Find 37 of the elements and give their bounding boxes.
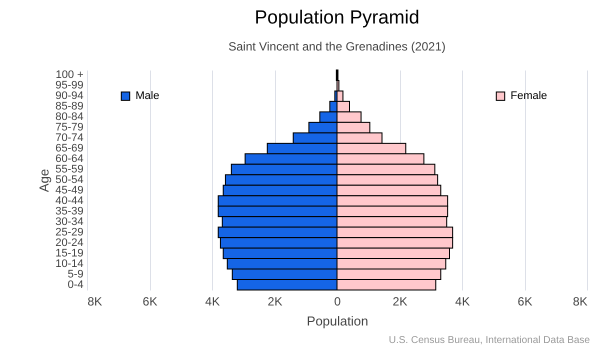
y-tick-label: 35-39 [55,205,84,218]
text: U.S. Census Bureau, International Data Base [388,335,590,346]
y-tick-label: 95-99 [55,80,84,92]
y-tick-label: 15-19 [55,247,84,260]
legend-label: Male [136,90,160,102]
y-tick-label: 30-34 [55,216,84,228]
chart-subtitle: Saint Vincent and the Grenadines (2021) [228,40,446,54]
x-tick-label: 8K [572,294,588,308]
y-tick-label: 60-64 [55,153,84,166]
y-tick-label: 80-84 [55,111,84,124]
y-tick-label: 75-79 [55,122,84,134]
x-axis-title: Population [306,314,368,328]
x-tick-label: 2K [392,294,408,308]
x-tick-label: 6K [518,294,532,308]
y-tick-label: 100 + [56,69,84,82]
x-tick-label: 6K [142,294,158,308]
chart-title: Population Pyramid [254,8,420,29]
legend-label: Female [510,90,548,102]
x-tick-label: 4K [455,294,470,308]
y-tick-label: 5-9 [68,268,84,280]
x-tick-label: 0 [334,294,342,308]
y-tick-label: 40-44 [55,194,84,207]
x-tick-label: 2K [268,294,282,308]
y-tick-label: 45-49 [55,184,84,196]
x-tick-label: 4K [205,294,220,308]
y-tick-label: 10-14 [55,258,84,270]
y-tick-label: 50-54 [55,174,84,186]
x-tick-label: 8K [88,294,102,308]
y-tick-label: 25-29 [55,226,84,238]
y-tick-label: 70-74 [55,132,84,144]
y-tick-label: 0-4 [68,278,84,291]
y-tick-label: 85-89 [55,100,84,113]
y-axis-title: Age [36,168,52,192]
y-tick-label: 65-69 [55,142,84,155]
y-tick-label: 90-94 [55,90,84,102]
y-tick-label: 20-24 [55,236,84,249]
y-tick-label: 55-59 [55,164,84,176]
